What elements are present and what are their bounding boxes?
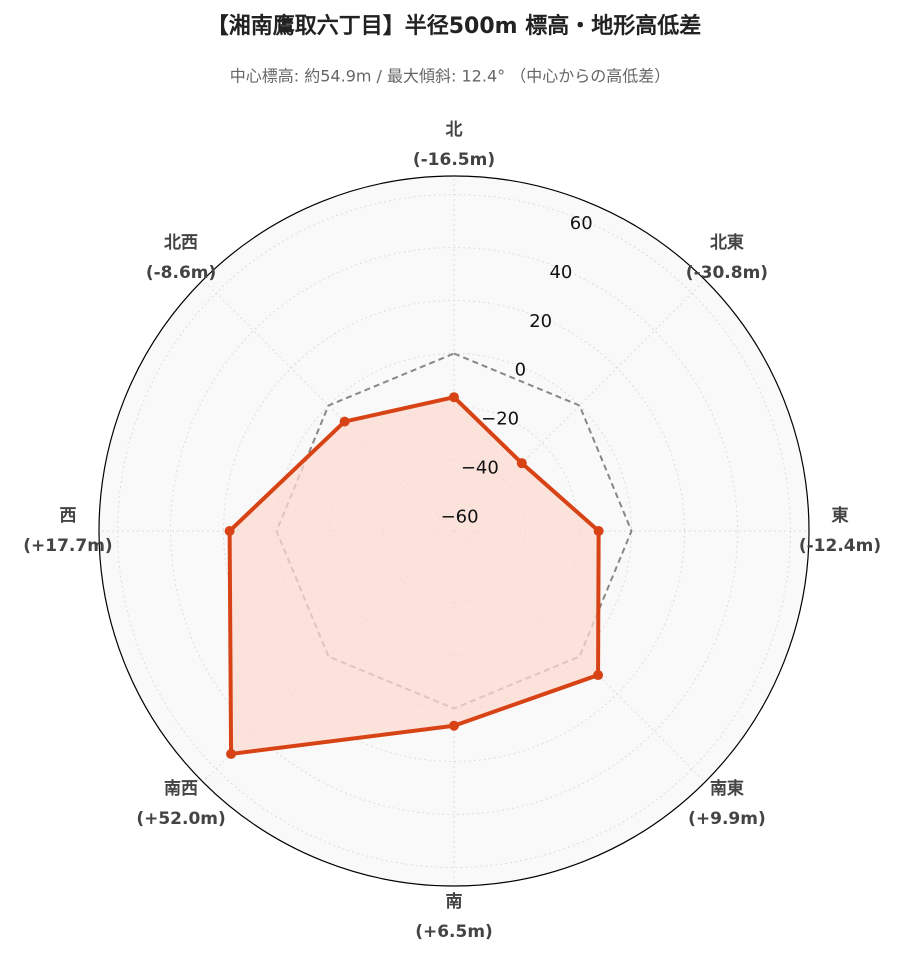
data-point xyxy=(224,526,235,536)
chart-title: 【湘南鷹取六丁目】半径500m 標高・地形高低差 xyxy=(207,13,702,39)
data-point xyxy=(449,720,459,731)
value-label: (-30.8m) xyxy=(686,263,768,283)
data-point xyxy=(516,458,527,469)
radial-tick-label: 60 xyxy=(570,213,593,234)
spoke xyxy=(453,279,706,532)
category-label: 北東 xyxy=(710,232,744,253)
value-label: (+17.7m) xyxy=(23,536,112,556)
category-label: 北 xyxy=(446,120,463,140)
radial-tick-label: 40 xyxy=(549,262,572,283)
category-label: 南 xyxy=(446,891,463,912)
category-label: 東 xyxy=(832,505,849,526)
value-label: (-8.6m) xyxy=(146,263,216,283)
chart-subtitle: 中心標高: 約54.9m / 最大傾斜: 12.4° （中心からの高低差） xyxy=(230,67,670,86)
data-point xyxy=(226,748,237,759)
radial-tick-label: −60 xyxy=(441,507,479,528)
category-label: 南西 xyxy=(164,778,198,799)
value-label: (+6.5m) xyxy=(415,922,493,942)
spoke xyxy=(453,530,706,783)
value-label: (+9.9m) xyxy=(688,809,766,829)
radial-tick-label: −20 xyxy=(481,409,519,430)
value-label: (+52.0m) xyxy=(136,809,225,829)
data-point xyxy=(593,526,604,536)
data-point xyxy=(593,670,604,681)
value-label: (-12.4m) xyxy=(799,536,881,556)
category-label: 南東 xyxy=(710,778,744,799)
value-label: (-16.5m) xyxy=(413,150,495,170)
data-point xyxy=(449,392,459,403)
category-label: 西 xyxy=(60,506,77,526)
grid-ring xyxy=(170,247,738,815)
category-label: 北西 xyxy=(164,233,198,253)
data-point xyxy=(339,416,350,427)
radial-tick-label: −40 xyxy=(461,458,499,479)
radial-tick-label: 20 xyxy=(529,311,552,332)
plot-border xyxy=(98,175,810,887)
radial-tick-label: 0 xyxy=(515,360,526,381)
spoke xyxy=(202,279,455,532)
